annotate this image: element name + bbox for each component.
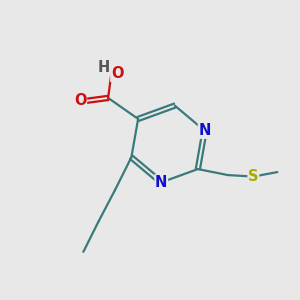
Text: N: N xyxy=(199,123,211,138)
Text: O: O xyxy=(111,66,123,81)
Text: O: O xyxy=(74,93,86,108)
Text: N: N xyxy=(155,175,167,190)
Text: S: S xyxy=(248,169,259,184)
Text: H: H xyxy=(98,59,110,74)
